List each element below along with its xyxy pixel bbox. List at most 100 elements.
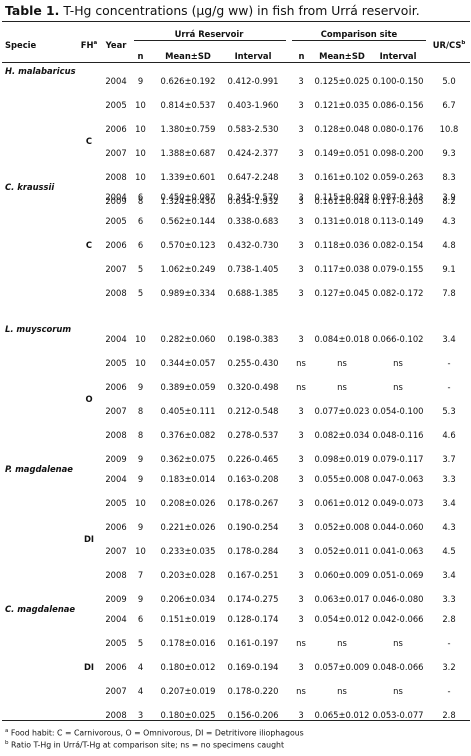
table-cell-mean2: 0.065±0.012	[314, 710, 370, 720]
table-cell-n1: 6	[137, 240, 144, 250]
table-cell-mean1: 0.626±0.192	[160, 76, 216, 86]
table-cell-year: 2004	[105, 614, 127, 624]
table-cell-int1: 0.198-0.383	[227, 334, 279, 344]
table-cell-mean1: 0.183±0.014	[160, 474, 216, 484]
table-cell-mean1: 0.207±0.019	[160, 686, 216, 696]
table-cell-int2: 0.047-0.063	[372, 474, 424, 484]
table-cell-int2: 0.098-0.200	[372, 148, 424, 158]
table-cell-year: 2004	[105, 334, 127, 344]
table-cell-n2: ns	[296, 638, 306, 648]
table-cell-n2: 3	[298, 288, 304, 298]
table-cell-mean2: 0.115±0.028	[314, 192, 370, 202]
table-cell-int1: 0.226-0.465	[227, 454, 279, 464]
table-cell-int2: 0.117-0.205	[372, 196, 424, 206]
table-cell-int2: 0.048-0.116	[372, 430, 424, 440]
table-cell-mean1: 1.062±0.249	[160, 264, 216, 274]
table-cell-ratio: 10.8	[439, 124, 459, 134]
table-cell-ratio: 8.3	[442, 172, 456, 182]
table-cell-n1: 10	[135, 124, 146, 134]
table-cell-year: 2006	[105, 382, 127, 392]
table-cell-mean2: ns	[337, 382, 347, 392]
species-name: C. magdalenae	[5, 604, 76, 614]
table-cell-mean2: 0.161±0.044	[314, 196, 370, 206]
table-cell-ratio: -	[447, 638, 451, 648]
table-cell-int1: 0.738-1.405	[227, 264, 279, 274]
table-cell-n2: 3	[298, 196, 304, 206]
table-cell-ratio: 3.7	[442, 454, 456, 464]
table-cell-n1: 5	[137, 638, 144, 648]
table-cell-year: 2006	[105, 522, 127, 532]
table-cell-n1: 9	[137, 382, 144, 392]
table-cell-mean2: 0.118±0.036	[314, 240, 370, 250]
table-cell-mean1: 0.221±0.026	[160, 522, 216, 532]
caption-label: Table 1.	[5, 3, 60, 18]
table-cell-n2: 3	[298, 148, 304, 158]
header-interval-urra: Interval	[234, 51, 272, 61]
table-cell-n1: 10	[135, 172, 146, 182]
table-cell-year: 2006	[105, 124, 127, 134]
table-cell-year: 2007	[105, 406, 127, 416]
table-cell-mean1: 1.324±0.430	[160, 196, 216, 206]
table-cell-mean1: 0.178±0.016	[160, 638, 216, 648]
table-cell-mean2: 0.057±0.009	[314, 662, 370, 672]
table-cell-ratio: 3.4	[442, 498, 456, 508]
table-cell-int2: 0.080-0.176	[372, 124, 424, 134]
table-cell-ratio: 9.1	[442, 264, 456, 274]
table-cell-mean2: 0.098±0.019	[314, 454, 370, 464]
table-cell-year: 2004	[105, 192, 127, 202]
table-cell-year: 2009	[105, 454, 127, 464]
table-cell-mean2: 0.131±0.018	[314, 216, 370, 226]
table-cell-ratio: 8.2	[442, 196, 456, 206]
table-cell-year: 2007	[105, 148, 127, 158]
table-cell-year: 2005	[105, 100, 127, 110]
table-cell-mean2: ns	[337, 358, 347, 368]
table-cell-n2: 3	[298, 240, 304, 250]
table-cell-mean1: 0.180±0.025	[160, 710, 216, 720]
table-cell-n1: 6	[137, 614, 144, 624]
table-cell-year: 2005	[105, 638, 127, 648]
table-cell-mean2: ns	[337, 686, 347, 696]
table-cell-int2: ns	[393, 382, 403, 392]
table-cell-n2: 3	[298, 710, 304, 720]
table-cell-int1: 0.432-0.730	[227, 240, 279, 250]
table-cell-ratio: 4.5	[442, 546, 456, 556]
table-cell-n2: 3	[298, 614, 304, 624]
table-cell-n2: 3	[298, 454, 304, 464]
table-cell-ratio: 4.6	[442, 430, 456, 440]
table-cell-n1: 9	[137, 522, 144, 532]
table-cell-mean2: 0.063±0.017	[314, 594, 370, 604]
table-cell-int2: 0.042-0.066	[372, 614, 424, 624]
table-cell-int2: 0.046-0.080	[372, 594, 424, 604]
table-cell-mean1: 0.562±0.144	[160, 216, 216, 226]
header-bottom-rule	[2, 62, 470, 63]
table-cell-n2: 3	[298, 76, 304, 86]
table-cell-mean2: 0.161±0.102	[314, 172, 370, 182]
table-cell-year: 2005	[105, 498, 127, 508]
table-cell-mean2: 0.082±0.034	[314, 430, 370, 440]
table-cell-int1: 0.345-0.570	[227, 192, 279, 202]
table-cell-mean1: 0.208±0.026	[160, 498, 216, 508]
table-caption: Table 1. T-Hg concentrations (μg/g ww) i…	[5, 3, 420, 18]
species-name: C. kraussii	[5, 182, 55, 192]
table-cell-n2: 3	[298, 570, 304, 580]
table-cell-n2: 3	[298, 100, 304, 110]
table-cell-n2: ns	[296, 382, 306, 392]
table-cell-year: 2008	[105, 288, 127, 298]
table-cell-mean1: 0.206±0.034	[160, 594, 216, 604]
table-cell-mean1: 0.203±0.028	[160, 570, 216, 580]
table-cell-mean2: 0.127±0.045	[314, 288, 370, 298]
table-cell-mean1: 0.282±0.060	[160, 334, 216, 344]
table-cell-mean1: 0.814±0.537	[160, 100, 216, 110]
table-cell-n2: 3	[298, 192, 304, 202]
table-cell-n1: 9	[137, 474, 144, 484]
header-n-comparison: n	[298, 51, 305, 61]
table-cell-n1: 9	[137, 454, 144, 464]
table-cell-n2: 3	[298, 334, 304, 344]
header-mean-urra: Mean±SD	[165, 51, 211, 61]
table-cell-ratio: 6.7	[442, 100, 456, 110]
table-cell-mean1: 0.570±0.123	[160, 240, 216, 250]
table-cell-n2: 3	[298, 124, 304, 134]
table-cell-int2: 0.082-0.154	[372, 240, 424, 250]
table-cell-n1: 10	[135, 334, 146, 344]
table-cell-mean1: 0.389±0.059	[160, 382, 216, 392]
